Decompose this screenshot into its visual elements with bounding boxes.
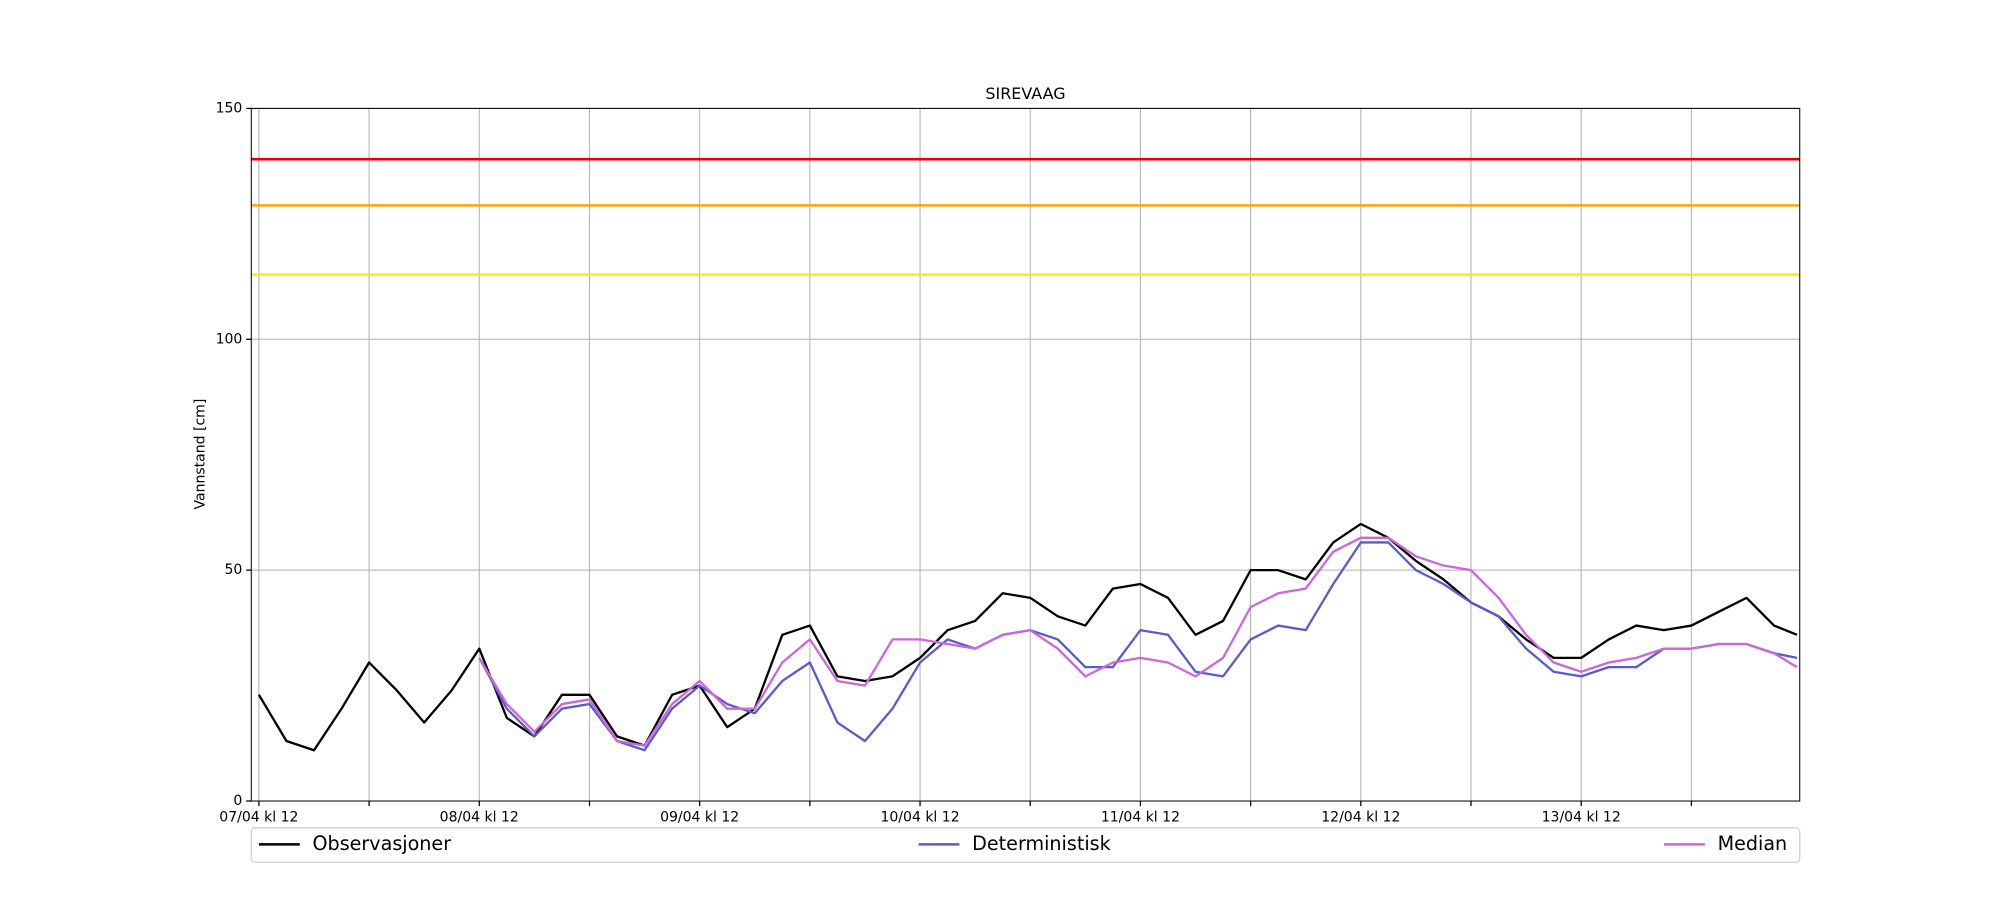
plot-frame [250, 107, 1801, 802]
x-tick-label: 11/04 kl 12 [1101, 810, 1180, 826]
x-tick-label: 12/04 kl 12 [1321, 810, 1400, 826]
x-tick-label: 08/04 kl 12 [440, 810, 519, 826]
x-tick-label: 09/04 kl 12 [660, 810, 739, 826]
legend-label: Median [1718, 832, 1788, 855]
y-axis-label: Vannstand [cm] [192, 399, 208, 510]
x-tick-label: 13/04 kl 12 [1542, 810, 1621, 826]
y-tick-label: 50 [225, 562, 243, 578]
y-tick-label: 100 [216, 331, 243, 347]
x-tick-label: 10/04 kl 12 [880, 810, 959, 826]
legend-label: Observasjoner [313, 832, 452, 855]
y-tick-label: 0 [233, 793, 242, 809]
series-line [257, 522, 1798, 752]
x-tick-label: 07/04 kl 12 [219, 810, 298, 826]
series-line [478, 541, 1798, 752]
y-tick-label: 150 [216, 100, 243, 116]
chart-title: SIREVAAG [985, 84, 1065, 103]
series-line [478, 536, 1798, 747]
legend-box [250, 827, 1801, 863]
legend-label: Deterministisk [972, 832, 1111, 855]
